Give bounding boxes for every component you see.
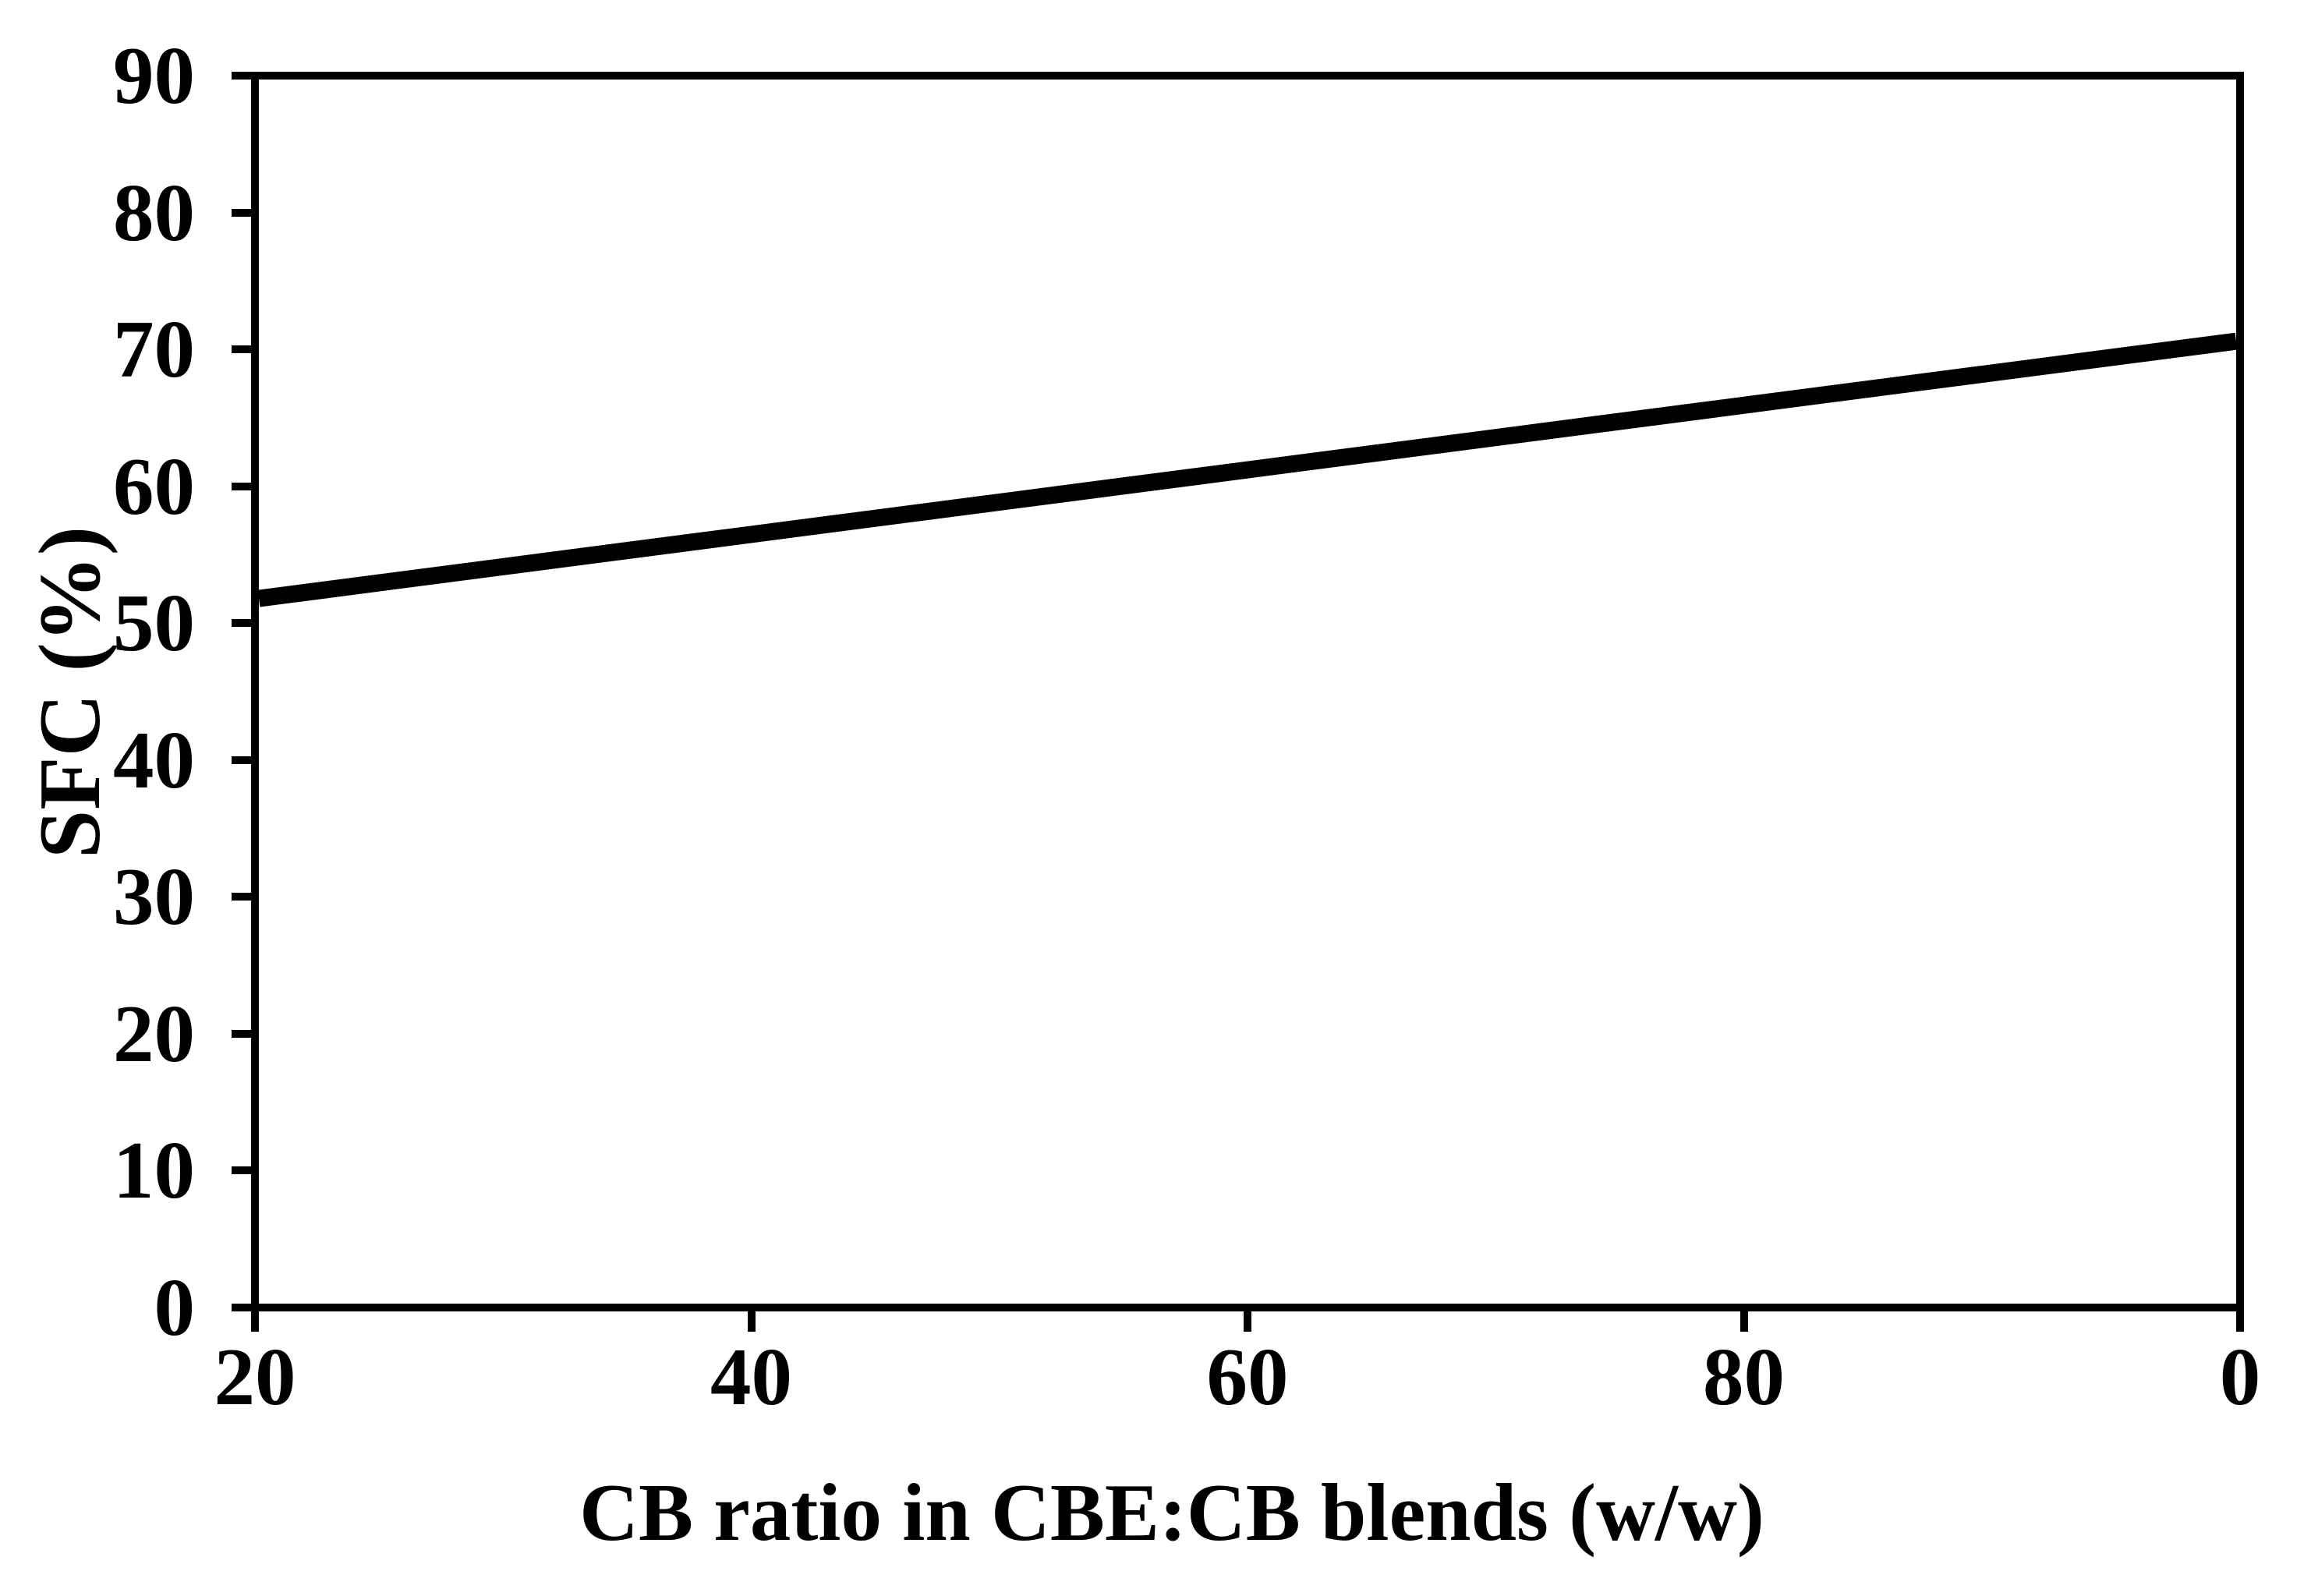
x-tick-label: 20 xyxy=(214,1331,296,1422)
x-tick-label: 80 xyxy=(1703,1331,1785,1422)
y-tick-mark xyxy=(232,756,255,764)
y-tick-mark xyxy=(232,208,255,217)
y-tick-mark xyxy=(232,1166,255,1175)
x-tick-label: 60 xyxy=(1206,1331,1289,1422)
y-tick-mark xyxy=(232,72,255,80)
y-tick-label: 40 xyxy=(113,713,195,805)
y-tick-label: 90 xyxy=(113,30,195,121)
y-tick-label: 80 xyxy=(113,166,195,258)
y-tick-mark xyxy=(232,345,255,354)
x-axis-title: CB ratio in CBE:CB blends (w/w) xyxy=(579,1467,1764,1558)
x-tick-label: 0 xyxy=(2219,1331,2261,1422)
x-tick-mark xyxy=(2236,1308,2244,1332)
y-tick-label: 10 xyxy=(113,1124,195,1216)
y-tick-mark xyxy=(232,893,255,901)
x-tick-mark xyxy=(1740,1308,1748,1332)
sfc-series-line-svg xyxy=(259,332,2236,607)
y-tick-label: 50 xyxy=(113,577,195,669)
x-tick-mark xyxy=(251,1308,259,1332)
x-tick-label: 40 xyxy=(710,1331,792,1422)
y-tick-mark xyxy=(232,1029,255,1038)
y-tick-mark xyxy=(232,482,255,490)
y-tick-label: 0 xyxy=(154,1262,196,1353)
sfc-series-line xyxy=(259,332,2236,607)
x-tick-mark xyxy=(747,1308,756,1332)
y-tick-label: 20 xyxy=(113,987,195,1079)
y-tick-label: 60 xyxy=(113,440,195,532)
x-tick-mark xyxy=(1244,1308,1251,1332)
plot-area xyxy=(251,72,2244,1311)
y-tick-label: 70 xyxy=(113,303,195,395)
y-tick-mark xyxy=(232,619,255,628)
y-tick-mark xyxy=(232,1304,255,1311)
y-tick-label: 30 xyxy=(113,851,195,943)
